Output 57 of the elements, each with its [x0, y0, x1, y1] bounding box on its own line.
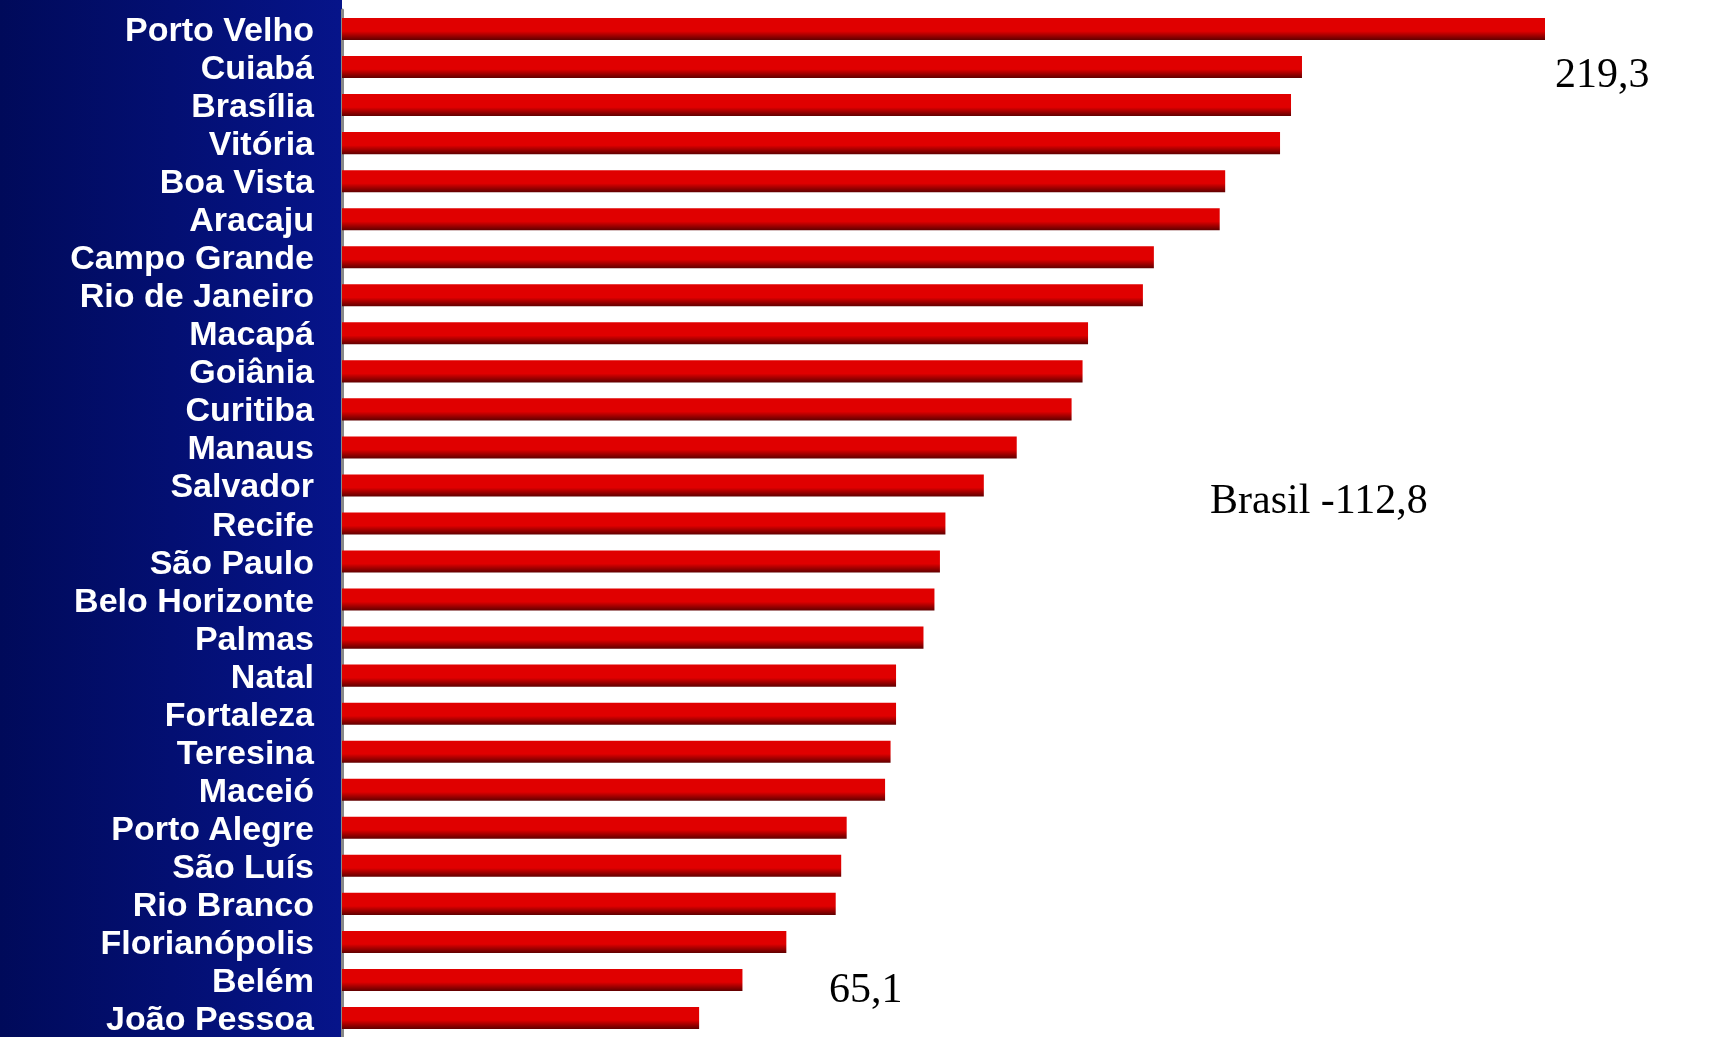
bar: [342, 474, 984, 497]
bar: [342, 208, 1220, 231]
bar: [342, 664, 897, 687]
y-tick-label: Rio de Janeiro: [79, 276, 314, 315]
bar: [342, 588, 935, 611]
bar: [342, 550, 940, 573]
y-tick-label: São Paulo: [149, 542, 314, 581]
bar: [342, 968, 743, 991]
bar: [342, 778, 886, 801]
y-tick-label: Porto Alegre: [111, 808, 314, 847]
y-tick-label: Salvador: [170, 466, 314, 505]
y-tick-label: Curitiba: [185, 390, 316, 429]
bar: [342, 56, 1302, 79]
bar: [342, 94, 1292, 117]
bar: [342, 284, 1143, 307]
data-label: 65,1: [829, 964, 903, 1011]
y-tick-label: São Luís: [172, 846, 314, 885]
bar: [342, 398, 1072, 421]
y-tick-label: Fortaleza: [164, 694, 316, 733]
y-tick-label: Palmas: [194, 618, 314, 657]
y-tick-label: Natal: [230, 656, 314, 695]
bar: [342, 740, 891, 763]
y-tick-label: Belo Horizonte: [74, 580, 314, 619]
y-tick-label: Recife: [211, 504, 314, 543]
bar: [342, 246, 1154, 269]
bar: [342, 322, 1089, 345]
y-tick-label: Vitória: [208, 124, 316, 163]
bar: [342, 854, 842, 877]
y-tick-label: Goiânia: [189, 352, 316, 391]
y-tick-label: Teresina: [176, 732, 316, 771]
y-tick-label: Belém: [211, 960, 314, 999]
bar: [342, 1006, 700, 1030]
bar: [342, 170, 1226, 193]
bar: [342, 512, 946, 535]
bar: [342, 626, 924, 649]
bar: [342, 930, 787, 953]
bar: [342, 892, 836, 915]
y-tick-label: Macapá: [189, 314, 315, 353]
y-tick-label: Brasília: [191, 86, 316, 125]
y-tick-label: Rio Branco: [132, 884, 314, 923]
bar: [342, 17, 1545, 41]
y-tick-label: João Pessoa: [106, 998, 316, 1037]
y-tick-label: Porto Velho: [125, 10, 314, 49]
y-tick-label: Cuiabá: [200, 48, 315, 87]
y-tick-label: Maceió: [198, 770, 314, 809]
annotation: Brasil -112,8: [1210, 476, 1428, 522]
bar: [342, 132, 1281, 155]
bar: [342, 436, 1017, 459]
y-tick-label: Florianópolis: [100, 922, 314, 961]
y-tick-label: Boa Vista: [159, 162, 316, 201]
y-tick-label: Campo Grande: [70, 238, 314, 277]
bar: [342, 360, 1083, 383]
bar: [342, 702, 897, 725]
y-tick-label: Manaus: [187, 428, 314, 467]
bar: [342, 816, 847, 839]
y-tick-label: Aracaju: [189, 200, 314, 239]
data-label: 219,3: [1555, 50, 1650, 97]
